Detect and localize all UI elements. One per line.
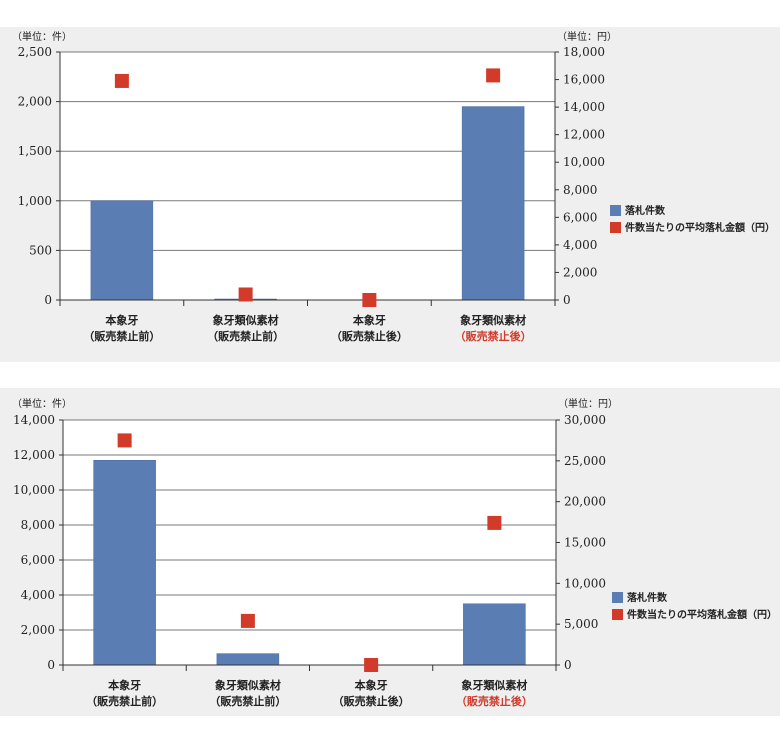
- right-tick-label: 10,000: [564, 576, 606, 590]
- bar-1: [93, 460, 156, 666]
- category-label: 象牙類似素材: [460, 313, 526, 327]
- marker-4: [487, 515, 502, 530]
- right-tick-label: 4,000: [563, 238, 597, 252]
- left-tick-label: 2,000: [21, 623, 55, 637]
- left-tick-label: 6,000: [21, 553, 55, 567]
- marker-4: [486, 68, 501, 83]
- right-tick-label: 16,000: [563, 73, 605, 87]
- right-tick-label: 6,000: [563, 210, 597, 224]
- left-axis-unit: （単位：件）: [12, 30, 72, 43]
- marker-1: [114, 73, 129, 88]
- category-sublabel: （販売禁止前）: [83, 329, 160, 343]
- left-tick-label: 0: [47, 658, 55, 672]
- legend-label: 件数当たりの平均落札金額（円）: [625, 221, 775, 234]
- legend-swatch-markers: [610, 222, 621, 233]
- right-tick-label: 18,000: [563, 45, 605, 59]
- legend-swatch-bars: [612, 592, 623, 603]
- marker-3: [364, 658, 379, 672]
- right-tick-label: 20,000: [564, 495, 606, 509]
- category-sublabel: （販売禁止前）: [86, 694, 163, 708]
- category-sublabel: （販売禁止前）: [209, 694, 286, 708]
- category-label: 象牙類似素材: [213, 313, 279, 327]
- category-label: 本象牙: [353, 313, 386, 327]
- marker-2: [238, 287, 253, 302]
- left-tick-label: 10,000: [13, 483, 55, 497]
- category-label: 本象牙: [105, 313, 138, 327]
- right-tick-label: 15,000: [564, 536, 606, 550]
- bar-4: [461, 106, 525, 301]
- right-tick-label: 25,000: [564, 454, 606, 468]
- right-tick-label: 10,000: [563, 155, 605, 169]
- category-sublabel: （販売禁止前）: [207, 329, 284, 343]
- category-sublabel: （販売禁止後）: [455, 329, 532, 343]
- left-tick-label: 500: [29, 243, 52, 257]
- category-sublabel: （販売禁止後）: [331, 329, 408, 343]
- marker-2: [240, 613, 255, 628]
- left-tick-label: 0: [44, 293, 52, 307]
- marker-1: [117, 433, 132, 448]
- marker-3: [362, 293, 377, 307]
- right-tick-label: 12,000: [563, 128, 605, 142]
- category-label: 本象牙: [355, 678, 388, 692]
- right-axis-unit: （単位：円）: [558, 397, 618, 410]
- legend-swatch-bars: [610, 205, 621, 216]
- right-tick-label: 2,000: [563, 265, 597, 279]
- right-tick-label: 8,000: [563, 183, 597, 197]
- legend-label: 件数当たりの平均落札金額（円）: [627, 608, 777, 621]
- left-tick-label: 2,000: [18, 95, 52, 109]
- right-axis-unit: （単位：円）: [557, 30, 617, 43]
- left-tick-label: 1,000: [18, 194, 52, 208]
- category-label: 本象牙: [108, 678, 141, 692]
- left-tick-label: 8,000: [21, 518, 55, 532]
- bar-4: [463, 603, 526, 666]
- left-tick-label: 4,000: [21, 588, 55, 602]
- category-sublabel: （販売禁止後）: [333, 694, 410, 708]
- right-tick-label: 0: [564, 658, 572, 672]
- bar-1: [90, 200, 154, 301]
- left-axis-unit: （単位：件）: [12, 397, 72, 410]
- right-tick-label: 14,000: [563, 100, 605, 114]
- bar-2: [216, 653, 280, 666]
- right-tick-label: 5,000: [564, 617, 598, 631]
- legend-label: 落札件数: [625, 204, 666, 217]
- category-sublabel: （販売禁止後）: [456, 694, 533, 708]
- category-label: 象牙類似素材: [461, 678, 527, 692]
- left-tick-label: 12,000: [13, 448, 55, 462]
- legend-swatch-markers: [612, 609, 623, 620]
- left-tick-label: 14,000: [13, 413, 55, 427]
- right-tick-label: 0: [563, 293, 571, 307]
- left-tick-label: 2,500: [18, 45, 52, 59]
- left-tick-label: 1,500: [18, 144, 52, 158]
- category-label: 象牙類似素材: [215, 678, 281, 692]
- right-tick-label: 30,000: [564, 413, 606, 427]
- legend-label: 落札件数: [627, 591, 668, 604]
